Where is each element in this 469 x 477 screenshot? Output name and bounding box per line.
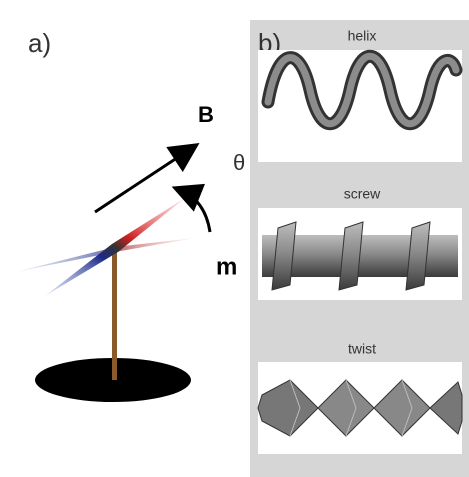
- figure: a) B θ m b) helix screw twist: [0, 0, 469, 477]
- shape-label: twist: [348, 341, 376, 357]
- field-label: B: [198, 102, 214, 127]
- panel-label: a): [28, 28, 51, 58]
- shape-label: screw: [344, 186, 381, 202]
- angle-label: θ: [233, 150, 245, 175]
- page: {"panel_a": {"label": "a)", "field_label…: [0, 0, 469, 477]
- moment-label: m: [216, 253, 237, 280]
- post: [112, 250, 117, 380]
- angle-arrow: [180, 190, 210, 232]
- field-arrow: [95, 148, 192, 212]
- shape-label: helix: [348, 28, 377, 44]
